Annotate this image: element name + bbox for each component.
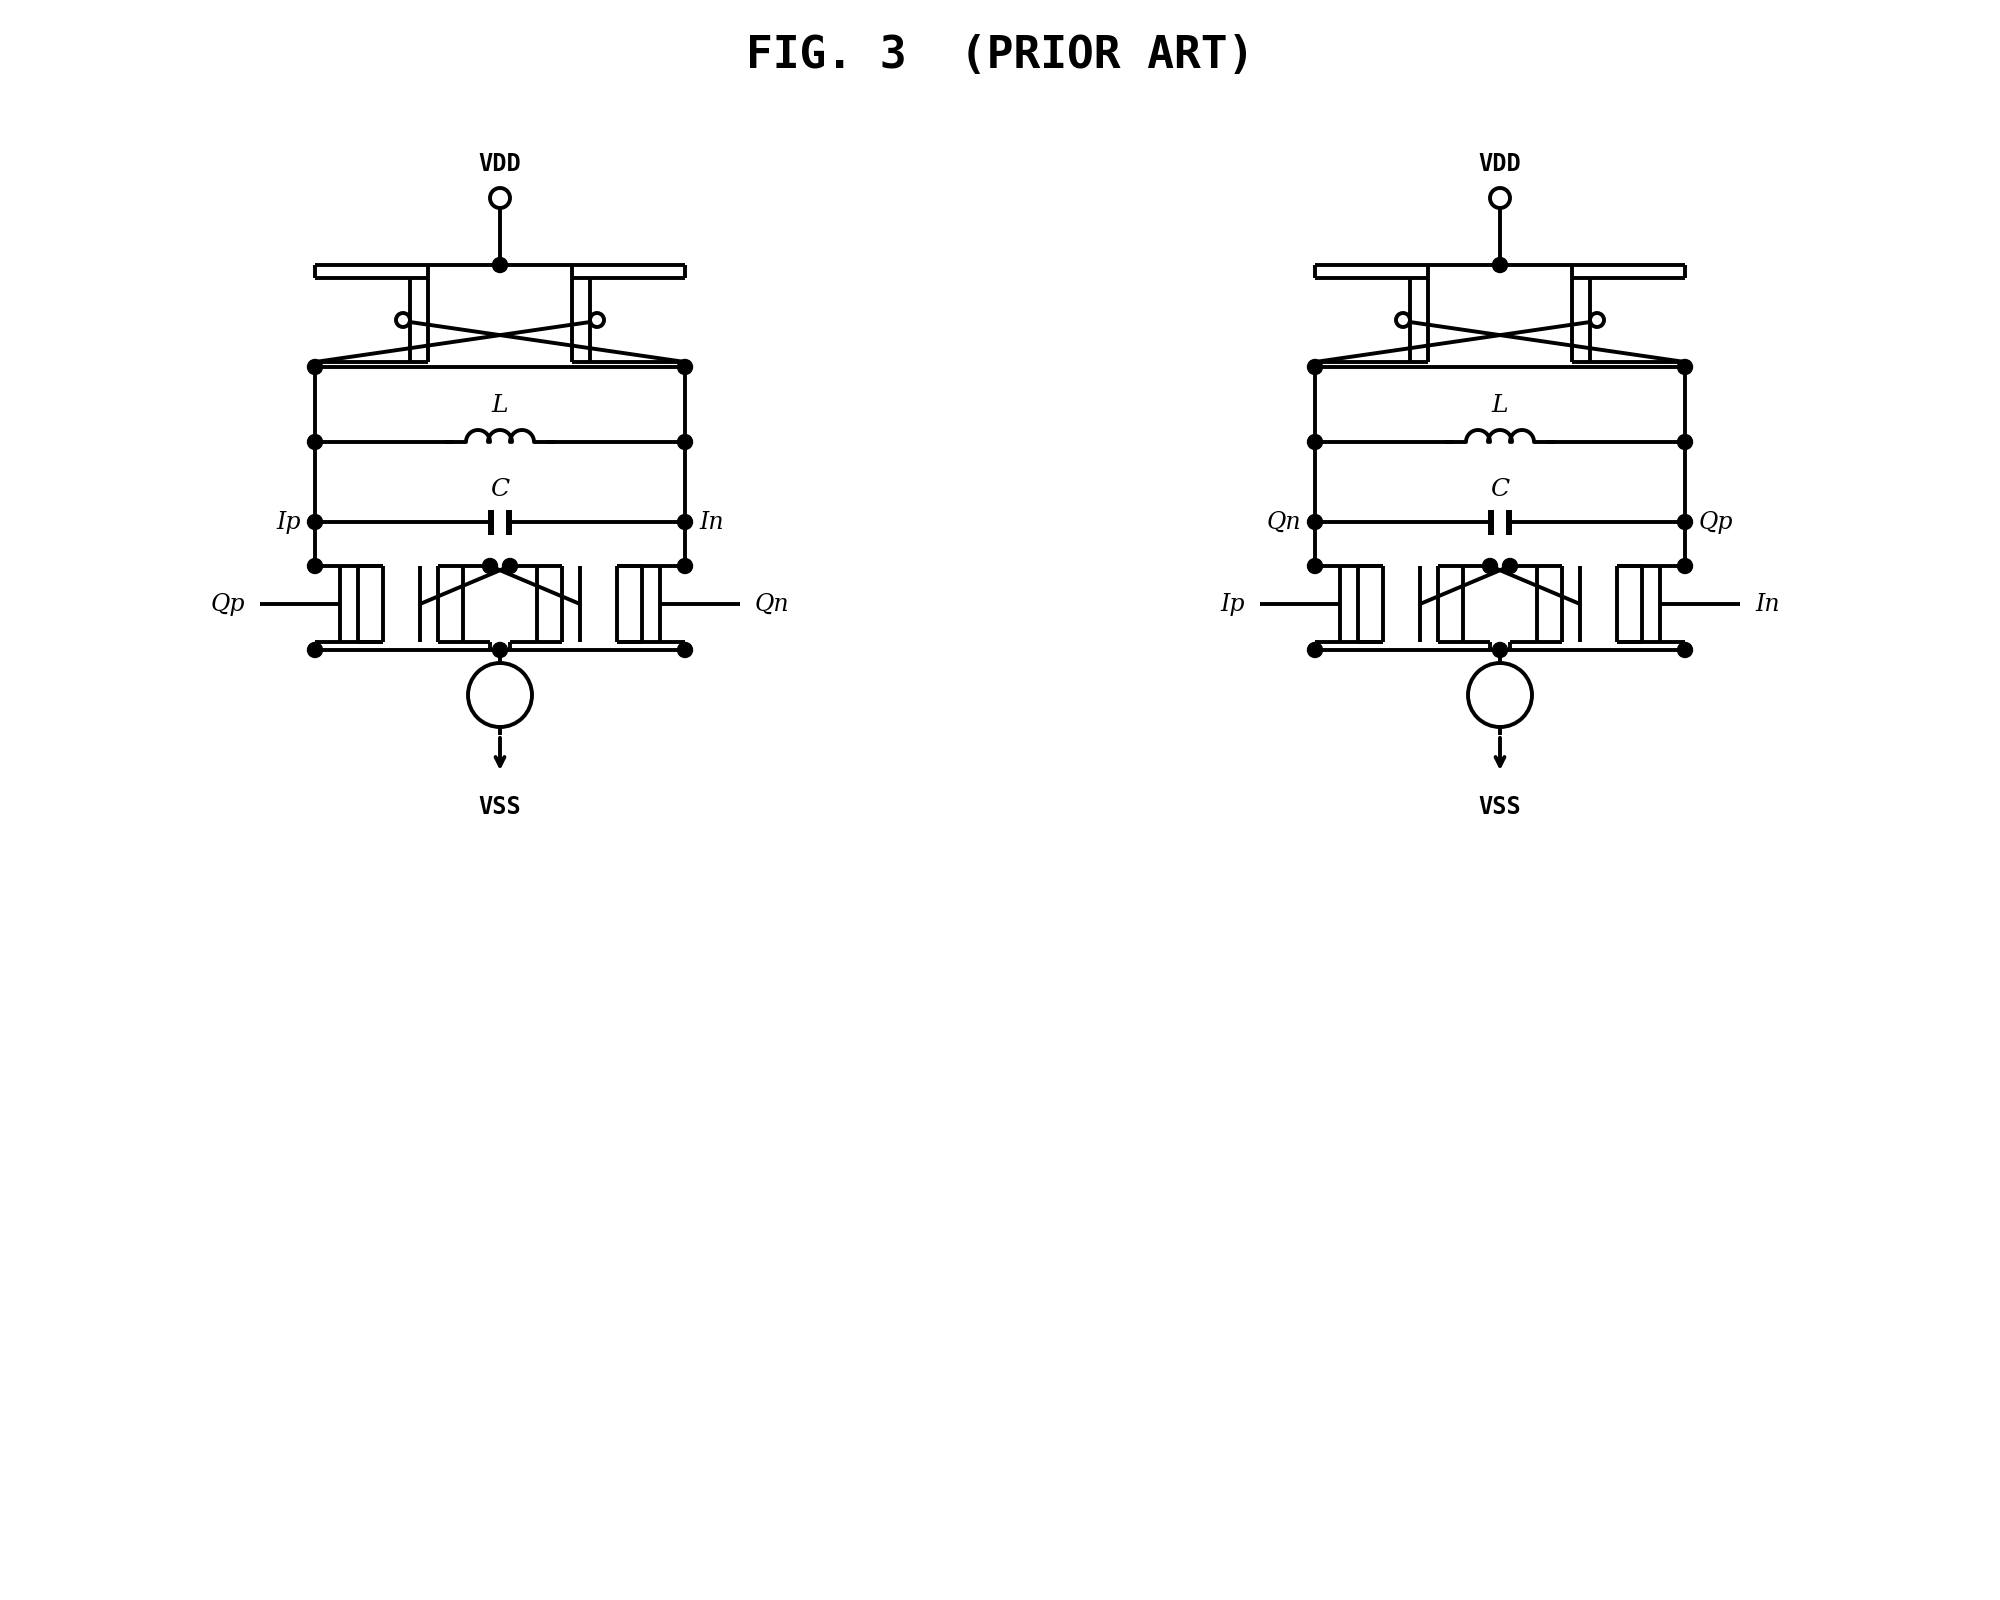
- Circle shape: [1308, 360, 1322, 374]
- Circle shape: [396, 314, 410, 326]
- Circle shape: [308, 435, 322, 450]
- Circle shape: [1492, 643, 1508, 658]
- Text: VSS: VSS: [1478, 795, 1522, 819]
- Text: VDD: VDD: [1478, 152, 1522, 176]
- Text: C: C: [490, 477, 510, 501]
- Circle shape: [1468, 662, 1532, 726]
- Circle shape: [1678, 435, 1692, 450]
- Circle shape: [492, 258, 508, 272]
- Circle shape: [490, 187, 510, 208]
- Text: L: L: [1492, 394, 1508, 416]
- Text: Qn: Qn: [756, 592, 790, 616]
- Circle shape: [1308, 515, 1322, 530]
- Text: VSS: VSS: [478, 795, 522, 819]
- Circle shape: [308, 643, 322, 658]
- Text: In: In: [1756, 592, 1780, 616]
- Circle shape: [1678, 360, 1692, 374]
- Circle shape: [502, 558, 518, 573]
- Circle shape: [482, 558, 498, 573]
- Circle shape: [678, 643, 692, 658]
- Circle shape: [468, 662, 532, 726]
- Text: L: L: [492, 394, 508, 416]
- Circle shape: [1678, 643, 1692, 658]
- Circle shape: [1678, 515, 1692, 530]
- Circle shape: [1678, 558, 1692, 573]
- Circle shape: [1396, 314, 1410, 326]
- Text: C: C: [1490, 477, 1510, 501]
- Text: Qp: Qp: [210, 592, 246, 616]
- Text: Ip: Ip: [1220, 592, 1244, 616]
- Circle shape: [308, 515, 322, 530]
- Circle shape: [678, 515, 692, 530]
- Text: VDD: VDD: [478, 152, 522, 176]
- Text: Qp: Qp: [1700, 510, 1734, 533]
- Circle shape: [308, 558, 322, 573]
- Circle shape: [590, 314, 604, 326]
- Circle shape: [1308, 435, 1322, 450]
- Circle shape: [1482, 558, 1498, 573]
- Circle shape: [1308, 643, 1322, 658]
- Text: FIG. 3  (PRIOR ART): FIG. 3 (PRIOR ART): [746, 34, 1254, 77]
- Circle shape: [308, 360, 322, 374]
- Text: Qn: Qn: [1266, 510, 1300, 533]
- Text: Ip: Ip: [276, 510, 300, 533]
- Circle shape: [1308, 558, 1322, 573]
- Circle shape: [1492, 258, 1508, 272]
- Circle shape: [1490, 187, 1510, 208]
- Circle shape: [492, 643, 508, 658]
- Circle shape: [1502, 558, 1518, 573]
- Circle shape: [1590, 314, 1604, 326]
- Text: In: In: [700, 510, 724, 533]
- Circle shape: [678, 558, 692, 573]
- Circle shape: [678, 435, 692, 450]
- Circle shape: [678, 360, 692, 374]
